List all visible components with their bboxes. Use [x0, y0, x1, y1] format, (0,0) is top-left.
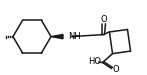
Text: NH: NH	[68, 32, 81, 41]
Text: O: O	[112, 65, 119, 74]
Text: O: O	[101, 15, 107, 24]
Text: HO: HO	[88, 57, 101, 66]
Polygon shape	[51, 34, 63, 39]
